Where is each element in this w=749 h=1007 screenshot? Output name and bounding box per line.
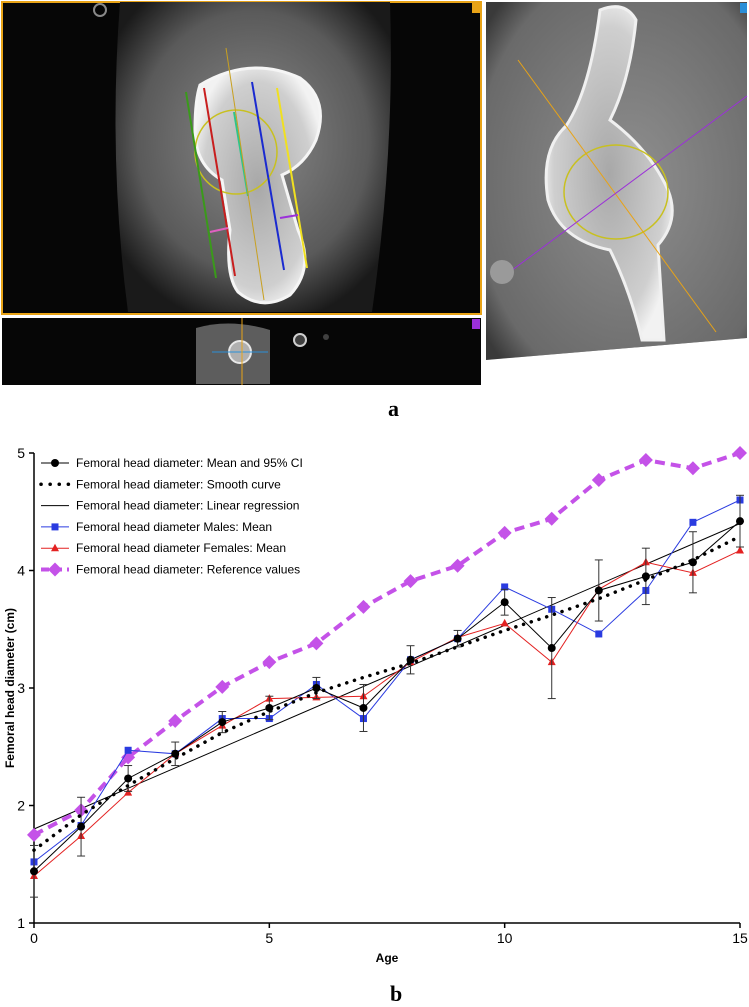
reference-point <box>309 636 324 651</box>
view-marker-sagittal[interactable] <box>740 3 747 13</box>
reference-point <box>403 574 418 589</box>
mean-point <box>406 655 415 664</box>
legend-item: Femoral head diameter: Linear regression <box>41 499 299 513</box>
chart-legend: Femoral head diameter: Mean and 95% CI Fe… <box>39 456 303 577</box>
series-smooth-curve <box>32 534 742 852</box>
reference-point <box>215 679 230 694</box>
reference-point <box>638 453 653 468</box>
reference-point <box>27 827 41 842</box>
y-axis-title: Femoral head diameter (cm) <box>3 608 17 768</box>
legend-item: Femoral head diameter: Mean and 95% CI <box>41 456 303 470</box>
series-mean-line <box>33 520 741 872</box>
y-tick-label: 1 <box>17 915 25 931</box>
series-reference-line <box>33 451 741 837</box>
reference-point <box>685 461 700 476</box>
reference-point <box>356 599 371 614</box>
reference-point <box>497 525 512 540</box>
females-point <box>500 618 509 627</box>
ct-image-panel <box>0 0 749 387</box>
mean-point <box>218 718 227 727</box>
females-point <box>736 546 744 554</box>
mean-point <box>547 644 556 653</box>
chart-series <box>27 446 747 898</box>
panel-label-a: a <box>388 396 399 421</box>
males-point <box>689 518 697 526</box>
series-females-line <box>33 550 741 877</box>
reference-point <box>544 511 559 526</box>
mean-point <box>453 634 462 643</box>
series-males-line <box>33 499 741 863</box>
view-marker-axial[interactable] <box>472 319 480 329</box>
mean-point <box>124 774 133 783</box>
mean-point <box>171 749 180 758</box>
mean-point <box>312 684 321 692</box>
males-point <box>124 746 132 754</box>
reference-point <box>121 750 136 765</box>
legend-item: Femoral head diameter Females: Mean <box>41 541 286 555</box>
panel-label-b: b <box>390 981 403 1006</box>
reference-point <box>733 446 747 460</box>
legend-label: Femoral head diameter Males: Mean <box>76 520 272 534</box>
males-point <box>501 583 509 591</box>
view-marker-coronal[interactable] <box>472 3 480 13</box>
sagittal-bone <box>544 5 674 342</box>
sagittal-view <box>486 2 748 385</box>
legend-swatch-marker <box>51 459 59 467</box>
series-linear-regression <box>33 523 741 830</box>
legend-item: Femoral head diameter: Reference values <box>41 562 300 577</box>
legend-label: Femoral head diameter: Reference values <box>76 563 300 577</box>
reference-point <box>168 713 183 728</box>
reference-point <box>591 473 606 488</box>
x-tick-label: 5 <box>265 930 273 946</box>
legend-label: Femoral head diameter Females: Mean <box>76 541 286 555</box>
y-tick-label: 2 <box>17 798 25 814</box>
x-tick-label: 15 <box>732 930 748 946</box>
males-point <box>595 630 603 638</box>
x-tick-label: 0 <box>30 930 38 946</box>
mean-point <box>77 822 86 831</box>
legend-item: Femoral head diameter Males: Mean <box>41 520 272 534</box>
femoral-head-bone <box>193 66 322 305</box>
reference-point <box>262 655 277 670</box>
legend-label: Femoral head diameter: Smooth curve <box>76 477 281 491</box>
legend-label: Femoral head diameter: Linear regression <box>76 499 299 513</box>
y-tick-label: 3 <box>17 680 25 696</box>
legend-item: Femoral head diameter: Smooth curve <box>39 477 281 491</box>
y-tick-label: 4 <box>17 563 25 579</box>
femoral-head-chart: 1 2 3 4 5 0 5 10 15 Femoral head diameter: Mean … <box>3 445 748 965</box>
y-tick-label: 5 <box>17 445 25 461</box>
mean-point <box>359 703 368 712</box>
legend-swatch-marker <box>51 523 59 531</box>
mean-point <box>736 517 744 526</box>
legend-label: Femoral head diameter: Mean and 95% CI <box>76 456 303 470</box>
sagittal-fitted-circle <box>563 144 669 240</box>
coronal-view <box>1 1 482 315</box>
x-tick-label: 10 <box>497 930 513 946</box>
axial-view <box>2 318 481 385</box>
legend-swatch-marker <box>48 562 62 577</box>
legend-swatch-marker <box>51 543 59 552</box>
reference-point <box>450 558 465 573</box>
mean-point <box>30 867 38 876</box>
mean-point <box>641 572 650 581</box>
x-axis-title: Age <box>376 951 399 965</box>
chart-axes: 1 2 3 4 5 0 5 10 15 <box>17 445 748 946</box>
mean-point <box>500 598 509 607</box>
mean-point <box>594 586 603 595</box>
